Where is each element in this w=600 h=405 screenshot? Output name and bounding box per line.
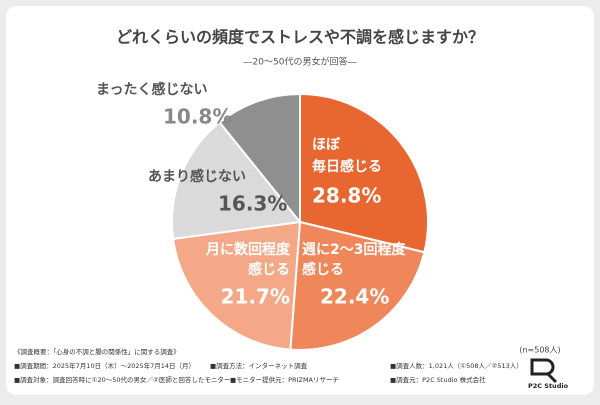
pie-slice (289, 220, 426, 351)
logo-mark (530, 358, 558, 384)
logo: P2C Studio (528, 382, 569, 390)
slice-label: ほぼ (312, 137, 341, 153)
pie-slice (171, 120, 302, 240)
survey-note: ■調査期間：2025年7月10日（木）〜2025年7月14日（月） (14, 361, 195, 370)
value-label: 16.3% (218, 192, 287, 216)
chart-title: どれくらいの頻度でストレスや不調を感じますか？ (116, 28, 484, 47)
survey-note: ■調査人数：1,021人（①508人／②513人） (390, 361, 523, 370)
survey-note: ■モニター提供元：PRIZMAリサーチ (230, 375, 339, 384)
sample-size: (n=508人) (519, 346, 560, 355)
survey-note: ■調査元：P2C Studio 株式会社 (390, 375, 486, 384)
slice-label: 感じる (248, 261, 290, 278)
survey-note: 《調査概要：「心身の不調と腸の関係性」に関する調査》 (14, 347, 180, 356)
survey-note: ■調査対象：調査回答時に①20〜50代の男女／②医師と回答したモニター (14, 375, 230, 384)
value-label: 28.8% (312, 184, 381, 208)
slice-label: あまり感じない (148, 168, 246, 185)
slice-label: 週に2〜3回程度 (302, 241, 406, 258)
slice-label: まったく感じない (96, 81, 207, 98)
value-label: 22.4% (320, 285, 389, 309)
value-label: 21.7% (221, 285, 290, 309)
slice-label: 月に数回程度 (205, 241, 291, 258)
survey-note: ■調査方法：インターネット調査 (210, 361, 308, 370)
pie-slice (218, 92, 301, 225)
pie-slice (171, 220, 302, 351)
chart-subtitle: ―20〜50代の男女が回答― (244, 56, 357, 68)
slice-label: 毎日感じる (312, 158, 382, 175)
pie-slice (299, 92, 429, 254)
slice-label: 感じる (302, 261, 344, 278)
value-label: 10.8% (163, 105, 232, 129)
